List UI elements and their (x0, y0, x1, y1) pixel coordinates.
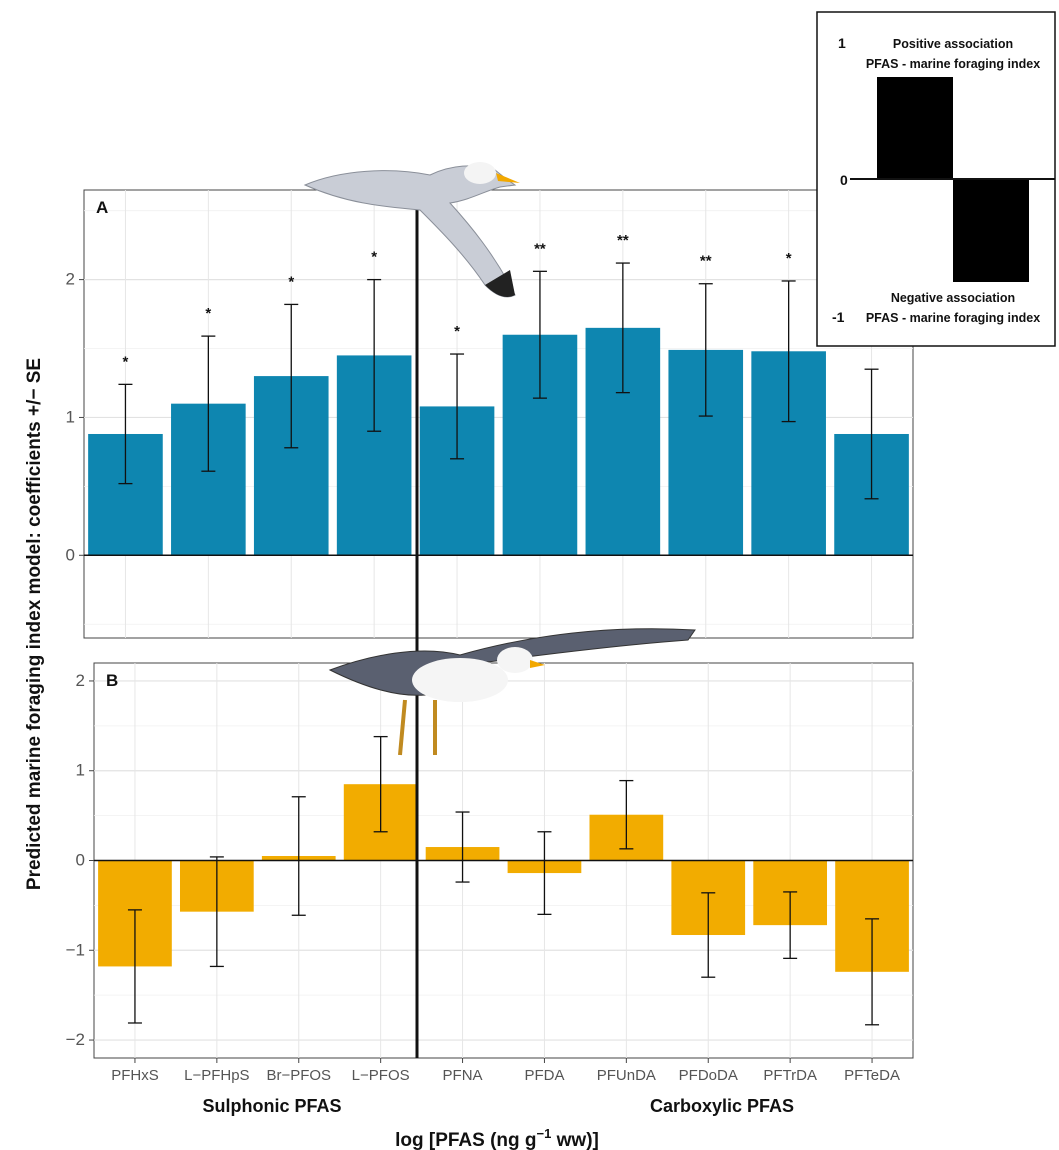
legend-positive-line2: PFAS - marine foraging index (866, 57, 1040, 71)
x-tick-label: PFDA (524, 1067, 564, 1084)
legend-negative-line2: PFAS - marine foraging index (866, 311, 1040, 325)
x-tick-label: PFDoDA (679, 1067, 738, 1084)
error-bar-a-2 (284, 303, 299, 449)
error-bar-a-0 (118, 383, 133, 485)
error-bar-b-8 (783, 891, 798, 960)
error-bar-b-2 (291, 796, 306, 916)
significance-marker: ** (617, 232, 629, 249)
gull-flying-image (303, 162, 520, 298)
error-bar-a-5 (532, 270, 547, 399)
y-tick-label: 2 (76, 671, 85, 690)
error-bar-b-3 (373, 735, 388, 833)
x-axis-label-sup: −1 (537, 1126, 552, 1141)
significance-marker: * (123, 353, 129, 370)
y-tick-label: 1 (66, 407, 75, 426)
error-bar-b-0 (127, 909, 142, 1024)
error-bar-a-3 (367, 278, 382, 432)
y-tick-label: 0 (66, 545, 75, 564)
significance-marker: * (205, 305, 211, 322)
significance-marker: ** (534, 240, 546, 257)
panel-label: B (106, 671, 118, 690)
legend-negative-bar (953, 179, 1029, 282)
legend-top-tick: 1 (838, 35, 846, 51)
y-tick-label: −2 (66, 1030, 85, 1049)
legend-bottom-tick: -1 (832, 309, 845, 325)
group-label-sulphonic: Sulphonic PFAS (202, 1096, 341, 1116)
significance-marker: * (454, 323, 460, 340)
legend-negative-line1: Negative association (891, 291, 1015, 305)
x-tick-label: L−PFHpS (184, 1067, 249, 1084)
panel-label: A (96, 198, 108, 217)
y-tick-label: 0 (76, 851, 85, 870)
legend-positive-bar (877, 77, 953, 179)
error-bar-b-6 (619, 779, 634, 850)
error-bar-b-5 (537, 831, 552, 916)
legend-positive-line1: Positive association (893, 37, 1013, 51)
error-bar-b-7 (701, 892, 716, 978)
panel-a: 012******* **** *A (66, 189, 914, 639)
x-tick-label: L−PFOS (352, 1067, 410, 1084)
error-bar-a-9 (864, 368, 879, 500)
x-tick-label: PFNA (443, 1067, 483, 1084)
significance-marker: * (786, 250, 792, 267)
y-tick-label: −1 (66, 940, 85, 959)
y-tick-label: 2 (66, 270, 75, 289)
x-tick-label: PFTeDA (844, 1067, 900, 1084)
x-tick-label: Br−PFOS (266, 1067, 331, 1084)
gull-standing-image (328, 628, 696, 756)
error-bar-a-6 (615, 262, 630, 394)
error-bar-a-4 (450, 353, 465, 460)
error-bar-b-9 (865, 918, 880, 1026)
x-axis-label: log [PFAS (ng g−1 ww)] (395, 1126, 599, 1150)
group-label-carboxylic: Carboxylic PFAS (650, 1096, 794, 1116)
legend-box: 1 0 -1 Positive association PFAS - marin… (816, 11, 1056, 347)
error-bar-b-4 (455, 811, 470, 883)
x-axis-label-main: log [PFAS (ng g (395, 1130, 536, 1150)
error-bar-a-1 (201, 335, 216, 472)
legend-zero-tick: 0 (840, 172, 848, 188)
error-bar-a-7 (698, 283, 713, 417)
significance-marker: * (371, 249, 377, 266)
x-tick-label: PFHxS (111, 1067, 159, 1084)
x-tick-label: PFTrDA (763, 1067, 817, 1084)
significance-marker: * (288, 273, 294, 290)
panel-b: −2 −1 0 1 2 B PFHxS L−PFHpS Br−PFOS L−PFOS PFNA PFD… (66, 662, 914, 1084)
significance-marker: ** (700, 253, 712, 270)
x-axis-label-end: ww)] (551, 1130, 599, 1150)
error-bar-a-8 (781, 280, 796, 423)
error-bar-b-1 (209, 856, 224, 968)
y-tick-label: 1 (76, 761, 85, 780)
y-axis-label: Predicted marine foraging index model: c… (24, 358, 45, 890)
x-tick-label: PFUnDA (597, 1067, 656, 1084)
